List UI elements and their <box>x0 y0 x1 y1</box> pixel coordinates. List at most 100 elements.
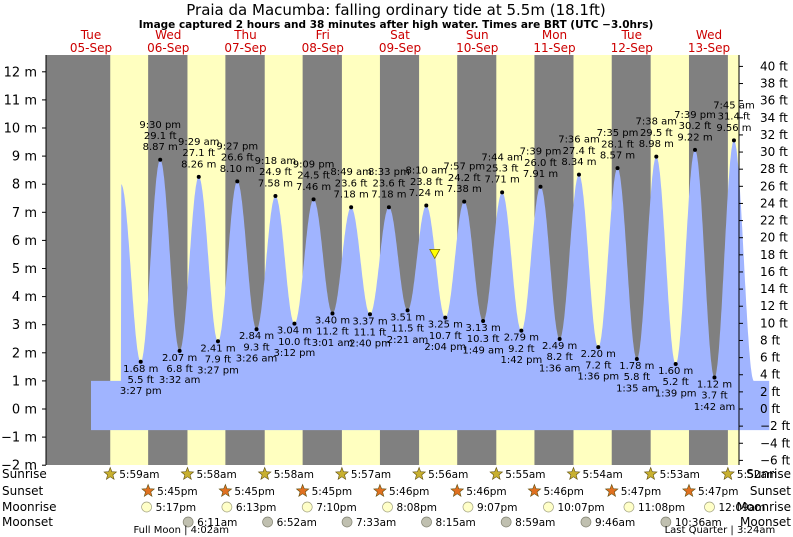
low-tide-label: 3.13 m <box>466 323 501 334</box>
high-tide-label: 8.98 m <box>639 139 674 150</box>
row-label-right-moonrise: Moonrise <box>736 500 791 514</box>
low-tide-label: 7.9 ft <box>205 354 231 365</box>
y-tick-label-ft: 8 ft <box>760 333 780 347</box>
y-tick-label-m: 12 m <box>4 65 37 80</box>
day-weekday-label: Thu <box>233 28 257 42</box>
y-tick-label-ft: 30 ft <box>760 145 788 159</box>
y-tick-label-ft: 34 ft <box>760 111 788 125</box>
high-tide-point <box>462 199 467 204</box>
y-tick-label-ft: 10 ft <box>760 316 788 330</box>
y-tick-label-ft: −4 ft <box>760 436 791 450</box>
sunrise-time: 5:58am <box>274 469 314 481</box>
sunset-star-icon <box>450 483 465 497</box>
low-tide-label: 3.40 m <box>315 315 350 326</box>
y-tick-label-ft: 28 ft <box>760 162 788 176</box>
moonrise-time: 9:07pm <box>477 502 517 514</box>
low-tide-label: 2.20 m <box>581 349 616 360</box>
high-tide-label: 7:35 pm <box>597 128 639 139</box>
high-tide-label: 29.1 ft <box>144 131 177 142</box>
low-tide-label: 1.68 m <box>123 364 158 375</box>
high-tide-label: 7.71 m <box>485 175 520 186</box>
low-tide-label: 3.51 m <box>390 312 425 323</box>
day-date-label: 12-Sep <box>611 41 653 55</box>
y-tick-label-ft: −2 ft <box>760 419 791 433</box>
high-tide-label: 24.9 ft <box>259 167 292 178</box>
y-tick-label-m: 7 m <box>12 206 37 221</box>
high-tide-point <box>349 205 354 210</box>
day-date-label: 08-Sep <box>302 41 344 55</box>
low-tide-label: 2.07 m <box>162 353 197 364</box>
sunrise-star-icon <box>720 466 735 480</box>
sunset-time: 5:46pm <box>466 486 506 498</box>
y-tick-label-m: −2 m <box>1 459 37 474</box>
moon-phase-label: Last Quarter | 3:24am <box>665 525 776 536</box>
y-tick-label-m: 0 m <box>12 403 37 418</box>
low-tide-label: 7.2 ft <box>585 360 611 371</box>
low-tide-point <box>673 362 678 367</box>
low-tide-point <box>138 359 143 364</box>
sunset-time: 5:45pm <box>312 486 352 498</box>
sunrise-star-icon <box>566 466 581 480</box>
high-tide-label: 27.4 ft <box>563 146 596 157</box>
sunset-time: 5:45pm <box>234 486 274 498</box>
low-tide-label: 3.7 ft <box>701 391 727 402</box>
y-tick-label-ft: 2 ft <box>760 385 780 399</box>
y-tick-label-ft: 26 ft <box>760 179 788 193</box>
high-tide-point <box>196 174 201 179</box>
low-tide-label: 3:27 pm <box>197 366 239 377</box>
low-tide-label: 2:40 pm <box>349 339 391 350</box>
high-tide-label: 25.3 ft <box>486 164 519 175</box>
day-date-label: 05-Sep <box>70 41 112 55</box>
moonrise-icon <box>704 501 715 513</box>
high-tide-label: 7.24 m <box>409 188 444 199</box>
high-tide-label: 8.57 m <box>600 151 635 162</box>
sunrise-star-icon <box>643 466 658 480</box>
low-tide-label: 5.2 ft <box>663 377 689 388</box>
high-tide-label: 7.46 m <box>296 182 331 193</box>
y-tick-label-m: 11 m <box>4 93 37 108</box>
low-tide-label: 1:42 am <box>694 402 736 413</box>
moonset-time: 8:15am <box>436 517 476 529</box>
y-tick-label-ft: 12 ft <box>760 299 788 313</box>
high-tide-label: 9.22 m <box>677 132 712 143</box>
moonset-time: 6:52am <box>277 517 317 529</box>
low-tide-point <box>292 321 297 326</box>
high-tide-label: 26.6 ft <box>221 153 254 164</box>
row-label-left-moonset: Moonset <box>2 515 53 529</box>
sunset-star-icon <box>604 483 619 497</box>
sunset-star-icon <box>682 483 696 497</box>
low-tide-point <box>177 348 182 353</box>
high-tide-point <box>273 194 278 199</box>
chart-subtitle: Image captured 2 hours and 38 minutes af… <box>139 19 654 31</box>
moonset-icon <box>262 516 273 528</box>
low-tide-label: 9.2 ft <box>508 344 534 355</box>
moonset-icon <box>660 516 672 528</box>
low-tide-point <box>215 339 220 344</box>
moonrise-icon <box>543 501 554 513</box>
moonset-time: 7:33am <box>356 517 396 529</box>
y-tick-label-m: 6 m <box>12 234 37 249</box>
low-tide-label: 3:12 pm <box>274 348 316 359</box>
low-tide-label: 3:32 am <box>159 375 201 386</box>
high-tide-point <box>500 190 505 195</box>
y-tick-label-ft: 6 ft <box>760 351 780 365</box>
high-tide-label: 7.18 m <box>334 190 369 201</box>
moon-phase-label: Full Moon | 4:02am <box>133 525 229 536</box>
y-tick-label-ft: 24 ft <box>760 196 788 210</box>
high-tide-label: 28.1 ft <box>601 139 634 150</box>
day-weekday-label: Wed <box>155 28 181 42</box>
high-tide-point <box>311 197 316 202</box>
y-tick-label-ft: 22 ft <box>760 214 788 228</box>
row-label-left-sunset: Sunset <box>2 484 43 498</box>
high-tide-point <box>654 154 659 159</box>
high-tide-label: 26.0 ft <box>524 158 557 169</box>
low-tide-label: 11.1 ft <box>354 328 387 339</box>
moonset-time: 9:46am <box>595 517 635 529</box>
low-tide-point <box>254 327 259 332</box>
low-tide-point <box>443 315 448 320</box>
high-tide-label: 7:44 am <box>481 152 523 163</box>
sunset-star-icon <box>373 483 387 497</box>
sunset-star-icon <box>218 483 233 497</box>
y-tick-label-ft: 16 ft <box>760 265 788 279</box>
y-tick-label-m: 3 m <box>12 318 37 333</box>
